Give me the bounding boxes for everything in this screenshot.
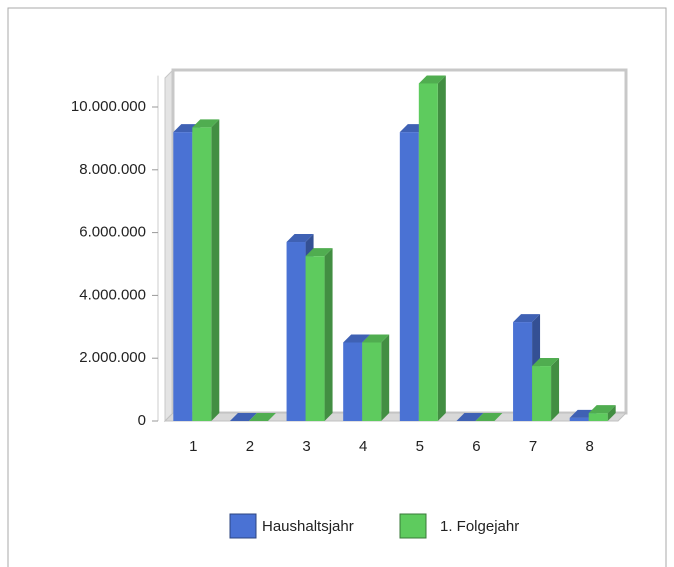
bar-top (305, 248, 333, 257)
x-tick-label: 1 (189, 438, 197, 455)
legend-label: Haushaltsjahr (262, 518, 354, 535)
bar-top (588, 405, 616, 414)
x-tick-label: 5 (416, 438, 424, 455)
x-tick-label: 8 (586, 438, 594, 455)
bar-top (192, 119, 220, 128)
legend-swatch (229, 513, 257, 539)
y-tick-label: 0 (138, 412, 146, 429)
bar-side (551, 358, 560, 421)
bar-top (229, 413, 257, 421)
bar (305, 256, 325, 421)
bar (362, 342, 382, 421)
y-tick-label: 2.000.000 (79, 349, 146, 366)
bar-top (532, 358, 560, 367)
frame (7, 7, 667, 567)
y-tick-label: 4.000.000 (79, 286, 146, 303)
bar-top (248, 413, 276, 421)
bar-top (475, 413, 503, 421)
x-tick-label: 3 (302, 438, 310, 455)
legend-swatch (399, 513, 427, 539)
bar (588, 413, 608, 421)
bar (513, 322, 533, 421)
bar (286, 242, 306, 421)
bar (192, 127, 212, 421)
legend-label: 1. Folgejahr (440, 518, 519, 535)
bar (173, 132, 193, 421)
bar-top (456, 413, 484, 421)
bar (569, 417, 589, 421)
bar-side (607, 405, 616, 421)
bar-side (437, 75, 446, 421)
bar (399, 132, 419, 421)
bar (418, 83, 438, 421)
bar-top (343, 334, 371, 343)
y-tick-label: 10.000.000 (71, 98, 146, 115)
bar (343, 342, 363, 421)
bar-top (362, 334, 390, 343)
bar-side (324, 248, 333, 421)
x-tick-label: 4 (359, 438, 367, 455)
bar-top (418, 75, 446, 84)
bar (532, 366, 552, 421)
bar-top (286, 234, 314, 243)
y-tick-label: 6.000.000 (79, 224, 146, 241)
x-tick-label: 6 (472, 438, 480, 455)
x-tick-label: 7 (529, 438, 537, 455)
bar-top (513, 314, 541, 323)
bar-side (211, 119, 220, 421)
y-tick-label: 8.000.000 (79, 161, 146, 178)
x-tick-label: 2 (246, 438, 254, 455)
bar-side (381, 334, 390, 421)
